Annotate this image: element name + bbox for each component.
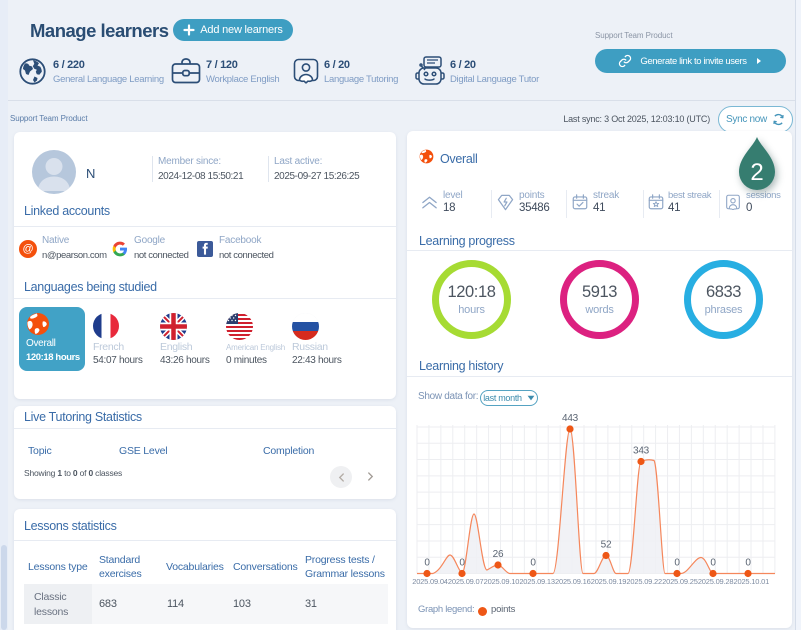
svg-text:2025.09.13: 2025.09.13 xyxy=(519,577,555,586)
svg-text:2025.09.07: 2025.09.07 xyxy=(448,577,484,586)
svg-text:2025.09.25: 2025.09.25 xyxy=(662,577,698,586)
svg-text:2025.09.19: 2025.09.19 xyxy=(591,577,627,586)
svg-text:2025.10.01: 2025.10.01 xyxy=(734,577,770,586)
svg-text:0: 0 xyxy=(424,558,430,569)
svg-text:2025.09.04: 2025.09.04 xyxy=(412,577,448,586)
svg-text:0: 0 xyxy=(710,558,716,569)
svg-text:2025.09.16: 2025.09.16 xyxy=(555,577,591,586)
svg-text:0: 0 xyxy=(745,558,751,569)
svg-text:0: 0 xyxy=(674,558,680,569)
svg-text:2025.09.28: 2025.09.28 xyxy=(698,577,734,586)
svg-text:2025.09.10: 2025.09.10 xyxy=(484,577,520,586)
svg-text:2: 2 xyxy=(750,159,763,186)
svg-text:343: 343 xyxy=(633,446,650,457)
svg-text:52: 52 xyxy=(601,540,612,551)
svg-text:0: 0 xyxy=(459,558,465,569)
svg-text:443: 443 xyxy=(562,413,579,424)
svg-text:26: 26 xyxy=(493,549,504,560)
svg-text:2025.09.22: 2025.09.22 xyxy=(626,577,662,586)
svg-text:0: 0 xyxy=(530,558,536,569)
